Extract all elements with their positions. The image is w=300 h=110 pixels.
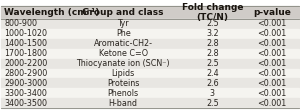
Text: Thiocyanate ion (SCN⁻): Thiocyanate ion (SCN⁻) bbox=[76, 59, 170, 68]
Bar bbox=[2, 49, 298, 59]
Text: Aromatic-CH2-: Aromatic-CH2- bbox=[94, 39, 153, 48]
Bar bbox=[2, 78, 298, 88]
Text: Wavelength (cm⁻¹): Wavelength (cm⁻¹) bbox=[4, 8, 100, 17]
Text: <0.001: <0.001 bbox=[257, 39, 286, 48]
Text: 3300-3400: 3300-3400 bbox=[4, 89, 47, 98]
Text: p-value: p-value bbox=[253, 8, 291, 17]
Bar bbox=[2, 98, 298, 108]
Text: Phe: Phe bbox=[116, 29, 130, 38]
Text: <0.001: <0.001 bbox=[257, 99, 286, 108]
Text: <0.001: <0.001 bbox=[257, 29, 286, 38]
Text: Tyr: Tyr bbox=[117, 19, 129, 28]
Bar bbox=[2, 88, 298, 98]
Text: Phenols: Phenols bbox=[108, 89, 139, 98]
Bar bbox=[2, 29, 298, 39]
Text: 2.5: 2.5 bbox=[206, 99, 219, 108]
Text: 1700-1800: 1700-1800 bbox=[4, 49, 47, 58]
Text: <0.001: <0.001 bbox=[257, 19, 286, 28]
Text: 2800-2900: 2800-2900 bbox=[4, 69, 48, 78]
Text: <0.001: <0.001 bbox=[257, 69, 286, 78]
Text: <0.001: <0.001 bbox=[257, 79, 286, 88]
Text: 2.5: 2.5 bbox=[206, 19, 219, 28]
Text: 800-900: 800-900 bbox=[4, 19, 38, 28]
Text: 2.6: 2.6 bbox=[206, 79, 219, 88]
Text: H-band: H-band bbox=[109, 99, 138, 108]
Text: 2900-3000: 2900-3000 bbox=[4, 79, 47, 88]
Text: <0.001: <0.001 bbox=[257, 59, 286, 68]
Text: Group and class: Group and class bbox=[82, 8, 164, 17]
Text: 2000-2200: 2000-2200 bbox=[4, 59, 48, 68]
Text: 2.8: 2.8 bbox=[206, 49, 219, 58]
Text: 1400-1500: 1400-1500 bbox=[4, 39, 47, 48]
Text: Lipids: Lipids bbox=[112, 69, 135, 78]
Bar bbox=[2, 59, 298, 69]
Bar bbox=[2, 19, 298, 29]
Text: Proteins: Proteins bbox=[107, 79, 140, 88]
Text: 3: 3 bbox=[210, 89, 215, 98]
Text: <0.001: <0.001 bbox=[257, 49, 286, 58]
Bar bbox=[2, 69, 298, 78]
Text: Ketone C=O: Ketone C=O bbox=[99, 49, 148, 58]
Bar bbox=[2, 39, 298, 49]
Text: 2.4: 2.4 bbox=[206, 69, 219, 78]
Text: Fold change
(TC/N): Fold change (TC/N) bbox=[182, 3, 243, 22]
Text: 3400-3500: 3400-3500 bbox=[4, 99, 47, 108]
Text: 2.5: 2.5 bbox=[206, 59, 219, 68]
Text: 3.2: 3.2 bbox=[206, 29, 219, 38]
Text: 1000-1020: 1000-1020 bbox=[4, 29, 47, 38]
Text: <0.001: <0.001 bbox=[257, 89, 286, 98]
Text: 2.8: 2.8 bbox=[206, 39, 219, 48]
